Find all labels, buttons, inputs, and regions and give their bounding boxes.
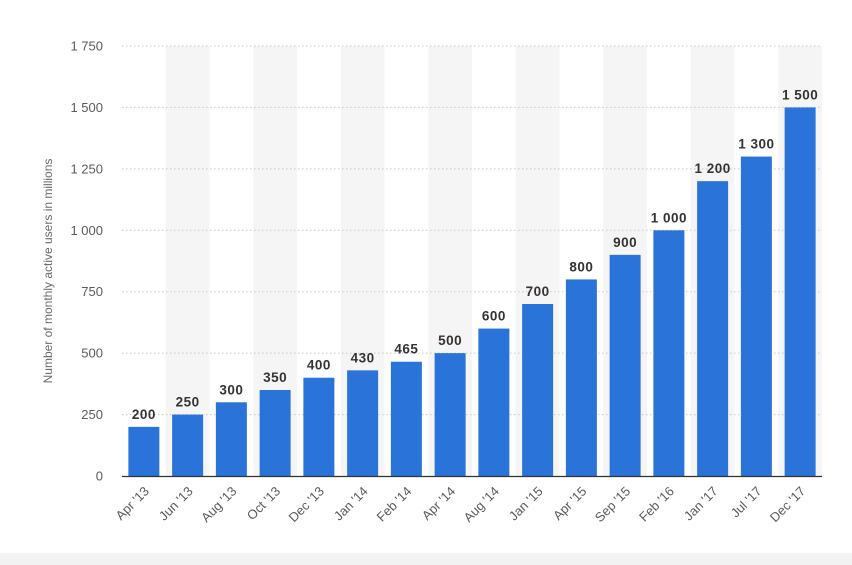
data-label: 1 000: [651, 210, 687, 225]
data-label: 900: [613, 235, 637, 250]
bar: [259, 390, 291, 476]
x-tick-label: Jul '17: [728, 484, 765, 521]
x-tick-label: Jun '13: [156, 484, 196, 524]
y-tick-label: 750: [81, 284, 103, 299]
x-tick-label: Jan '17: [681, 484, 721, 524]
data-label: 500: [438, 333, 462, 348]
x-tick-label: Aug '14: [460, 484, 501, 525]
data-label: 1 300: [738, 137, 774, 152]
bars: [128, 107, 816, 477]
data-label: 250: [176, 395, 200, 410]
bar: [478, 328, 510, 476]
y-axis-ticks: 0 250 500 750 1 000 1 250 1 500 1 750: [70, 39, 103, 484]
bar: [128, 426, 160, 476]
bar-chart: 0 250 500 750 1 000 1 250 1 500 1 750 200 250 300…: [41, 39, 822, 525]
bar: [565, 279, 597, 476]
data-label: 400: [307, 358, 331, 373]
data-label: 700: [526, 284, 550, 299]
data-label: 350: [263, 370, 287, 385]
data-label: 430: [351, 350, 375, 365]
bar: [784, 107, 816, 476]
x-tick-label: Feb '14: [374, 484, 415, 525]
data-label: 200: [132, 407, 156, 422]
x-tick-label: Jan '15: [506, 484, 546, 524]
data-labels: 200 250 300 350 400 430 465 500 600 700 800 900 1 00…: [132, 87, 818, 421]
x-tick-label: Sep '15: [592, 484, 633, 525]
band: [165, 46, 210, 476]
y-axis-label: Number of monthly active users in millio…: [41, 159, 55, 384]
x-tick-label: Apr '15: [550, 484, 589, 523]
x-tick-label: Feb '16: [636, 484, 677, 525]
footer-strip: [0, 553, 852, 565]
bar: [390, 361, 422, 476]
bar: [653, 230, 685, 476]
x-axis-ticks: Apr '13 Jun '13 Aug '13 Oct '13 Dec '13 Jan '…: [113, 484, 809, 525]
y-tick-label: 1 750: [70, 39, 103, 54]
bar: [522, 304, 554, 476]
bar: [303, 377, 335, 476]
x-tick-label: Jan '14: [331, 484, 371, 524]
y-tick-label: 1 000: [70, 223, 103, 238]
bar: [740, 156, 772, 477]
x-tick-label: Apr '13: [113, 484, 152, 523]
bar: [347, 370, 379, 476]
data-label: 600: [482, 309, 506, 324]
x-tick-label: Apr '14: [419, 484, 458, 523]
bar: [215, 402, 247, 476]
data-label: 1 200: [694, 161, 730, 176]
bar: [697, 181, 729, 476]
bar: [434, 353, 466, 476]
data-label: 1 500: [782, 87, 818, 102]
x-tick-label: Dec '13: [286, 484, 327, 525]
y-tick-label: 0: [96, 469, 103, 484]
y-tick-label: 500: [81, 346, 103, 361]
bar: [172, 414, 204, 476]
data-label: 300: [219, 382, 243, 397]
y-tick-label: 250: [81, 407, 103, 422]
y-tick-label: 1 500: [70, 100, 103, 115]
x-tick-label: Oct '13: [244, 484, 283, 523]
bar: [609, 254, 641, 476]
data-label: 465: [394, 342, 418, 357]
x-tick-label: Aug '13: [198, 484, 239, 525]
data-label: 800: [569, 259, 593, 274]
x-tick-label: Dec '17: [767, 484, 808, 525]
y-tick-label: 1 250: [70, 161, 103, 176]
